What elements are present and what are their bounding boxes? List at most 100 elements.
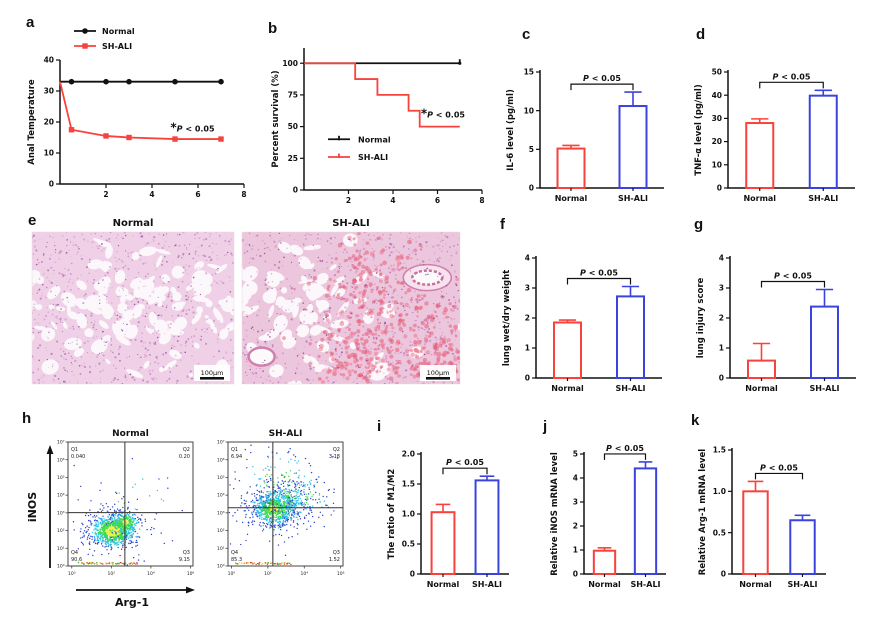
svg-text:10⁵: 10⁵: [57, 475, 65, 481]
svg-text:0: 0: [529, 184, 534, 193]
svg-text:4: 4: [390, 196, 395, 205]
svg-text:Normal: Normal: [112, 429, 149, 439]
svg-text:10⁴: 10⁴: [57, 493, 65, 499]
svg-text:Q2: Q2: [183, 447, 190, 453]
svg-text:3: 3: [719, 284, 724, 293]
panel-c-bar-chart: 0 5 10 15 IL-6 level (pg/ml) Normal SH-ALI P < …: [506, 68, 664, 203]
svg-text:0.20: 0.20: [179, 454, 190, 460]
svg-text:0: 0: [293, 186, 298, 195]
svg-text:10³: 10³: [57, 510, 65, 516]
svg-text:8: 8: [241, 190, 246, 199]
svg-text:2: 2: [525, 314, 530, 323]
svg-text:30: 30: [712, 114, 722, 123]
svg-text:Normal: Normal: [551, 384, 584, 393]
svg-text:4: 4: [525, 254, 530, 263]
svg-text:SH-ALI: SH-ALI: [809, 384, 839, 393]
svg-text:1: 1: [525, 344, 530, 353]
svg-text:SH-ALI: SH-ALI: [358, 153, 388, 162]
svg-text:SH-ALI: SH-ALI: [615, 384, 645, 393]
svg-text:10⁷: 10⁷: [57, 440, 65, 446]
panel-b-label: b: [268, 20, 278, 37]
svg-text:100μm: 100μm: [427, 369, 450, 377]
svg-text:6: 6: [435, 196, 440, 205]
svg-text:*P < 0.05: *P < 0.05: [421, 107, 466, 121]
svg-text:20: 20: [712, 137, 722, 146]
svg-text:Normal: Normal: [745, 384, 778, 393]
svg-text:Normal: Normal: [102, 27, 135, 36]
svg-text:4: 4: [719, 254, 724, 263]
svg-text:lung injury score: lung injury score: [696, 277, 706, 358]
svg-text:Normal: Normal: [555, 194, 588, 203]
svg-text:100μm: 100μm: [201, 369, 224, 377]
svg-text:0.040: 0.040: [71, 454, 85, 460]
svg-text:10: 10: [524, 106, 534, 115]
panel-k-label: k: [691, 412, 700, 429]
svg-text:P < 0.05: P < 0.05: [774, 272, 812, 281]
svg-text:10¹: 10¹: [57, 546, 65, 552]
panel-i-label: i: [377, 418, 382, 435]
svg-text:10⁶: 10⁶: [57, 457, 65, 463]
svg-text:100: 100: [282, 59, 298, 68]
svg-text:30: 30: [44, 87, 54, 96]
panel-h-label: h: [22, 410, 32, 427]
svg-text:Anal Temperature: Anal Temperature: [27, 79, 37, 165]
svg-text:15: 15: [524, 68, 534, 77]
panel-g-label: g: [694, 216, 704, 233]
svg-text:TNF-α level (pg/ml): TNF-α level (pg/ml): [694, 84, 704, 176]
svg-text:2: 2: [103, 190, 108, 199]
panel-a-label: a: [26, 14, 35, 31]
svg-text:1: 1: [719, 344, 724, 353]
svg-text:2: 2: [719, 314, 724, 323]
svg-text:P < 0.05: P < 0.05: [773, 72, 811, 81]
panel-f-bar-chart: 0 1 2 3 4 lung wet/dry weight Normal SH-ALI P < …: [502, 254, 662, 393]
svg-text:SH-ALI: SH-ALI: [618, 194, 648, 203]
svg-text:5: 5: [529, 145, 534, 154]
svg-text:10²: 10²: [57, 528, 65, 534]
svg-text:0: 0: [719, 374, 724, 383]
svg-text:0: 0: [717, 184, 722, 193]
svg-text:0: 0: [49, 180, 54, 189]
svg-text:IL-6 level (pg/ml): IL-6 level (pg/ml): [506, 89, 516, 171]
panel-b-survival-chart: 0 25 50 75 100 2 4 6 8 Percent survival (%) Normal…: [271, 48, 485, 205]
svg-text:Normal: Normal: [113, 218, 154, 229]
svg-text:Normal: Normal: [358, 135, 391, 144]
svg-text:P < 0.05: P < 0.05: [580, 269, 618, 278]
svg-text:50: 50: [712, 68, 722, 77]
panel-e-label: e: [28, 212, 37, 229]
svg-text:25: 25: [288, 154, 298, 163]
svg-text:0: 0: [525, 374, 530, 383]
svg-text:10⁰: 10⁰: [57, 564, 65, 570]
panel-d-label: d: [696, 26, 706, 43]
svg-text:10⁴: 10⁴: [147, 571, 155, 577]
svg-text:2: 2: [346, 196, 351, 205]
svg-text:10: 10: [712, 160, 722, 169]
panel-g-bar-chart: 0 1 2 3 4 lung injury score Normal SH-ALI P < 0.…: [696, 254, 856, 393]
svg-text:10⁶: 10⁶: [187, 571, 195, 577]
svg-text:9.15: 9.15: [179, 557, 190, 563]
svg-text:10²: 10²: [108, 571, 116, 577]
svg-text:75: 75: [288, 91, 298, 100]
svg-text:Q4: Q4: [71, 550, 78, 556]
svg-text:4: 4: [149, 190, 154, 199]
svg-text:90.6: 90.6: [71, 557, 82, 563]
svg-text:20: 20: [44, 118, 54, 127]
svg-text:SH-ALI: SH-ALI: [269, 429, 303, 439]
svg-text:lung wet/dry weight: lung wet/dry weight: [502, 270, 512, 366]
panel-a-line-chart: 0 10 20 30 40 2 4 6 8 Anal Temperature Normal SH-AL…: [27, 27, 247, 199]
svg-text:SH-ALI: SH-ALI: [102, 42, 132, 51]
svg-text:Q1: Q1: [71, 447, 78, 453]
panel-c-label: c: [522, 26, 531, 43]
svg-text:8: 8: [479, 196, 484, 205]
svg-text:10⁰: 10⁰: [68, 571, 76, 577]
svg-text:*P < 0.05: *P < 0.05: [170, 120, 215, 134]
panel-f-label: f: [500, 216, 505, 233]
svg-text:6: 6: [195, 190, 200, 199]
svg-text:10: 10: [44, 149, 54, 158]
panel-d-bar-chart: 0 10 20 30 40 50 TNF-α level (pg/ml) Normal SH-A…: [694, 68, 855, 203]
svg-text:P < 0.05: P < 0.05: [583, 74, 621, 83]
